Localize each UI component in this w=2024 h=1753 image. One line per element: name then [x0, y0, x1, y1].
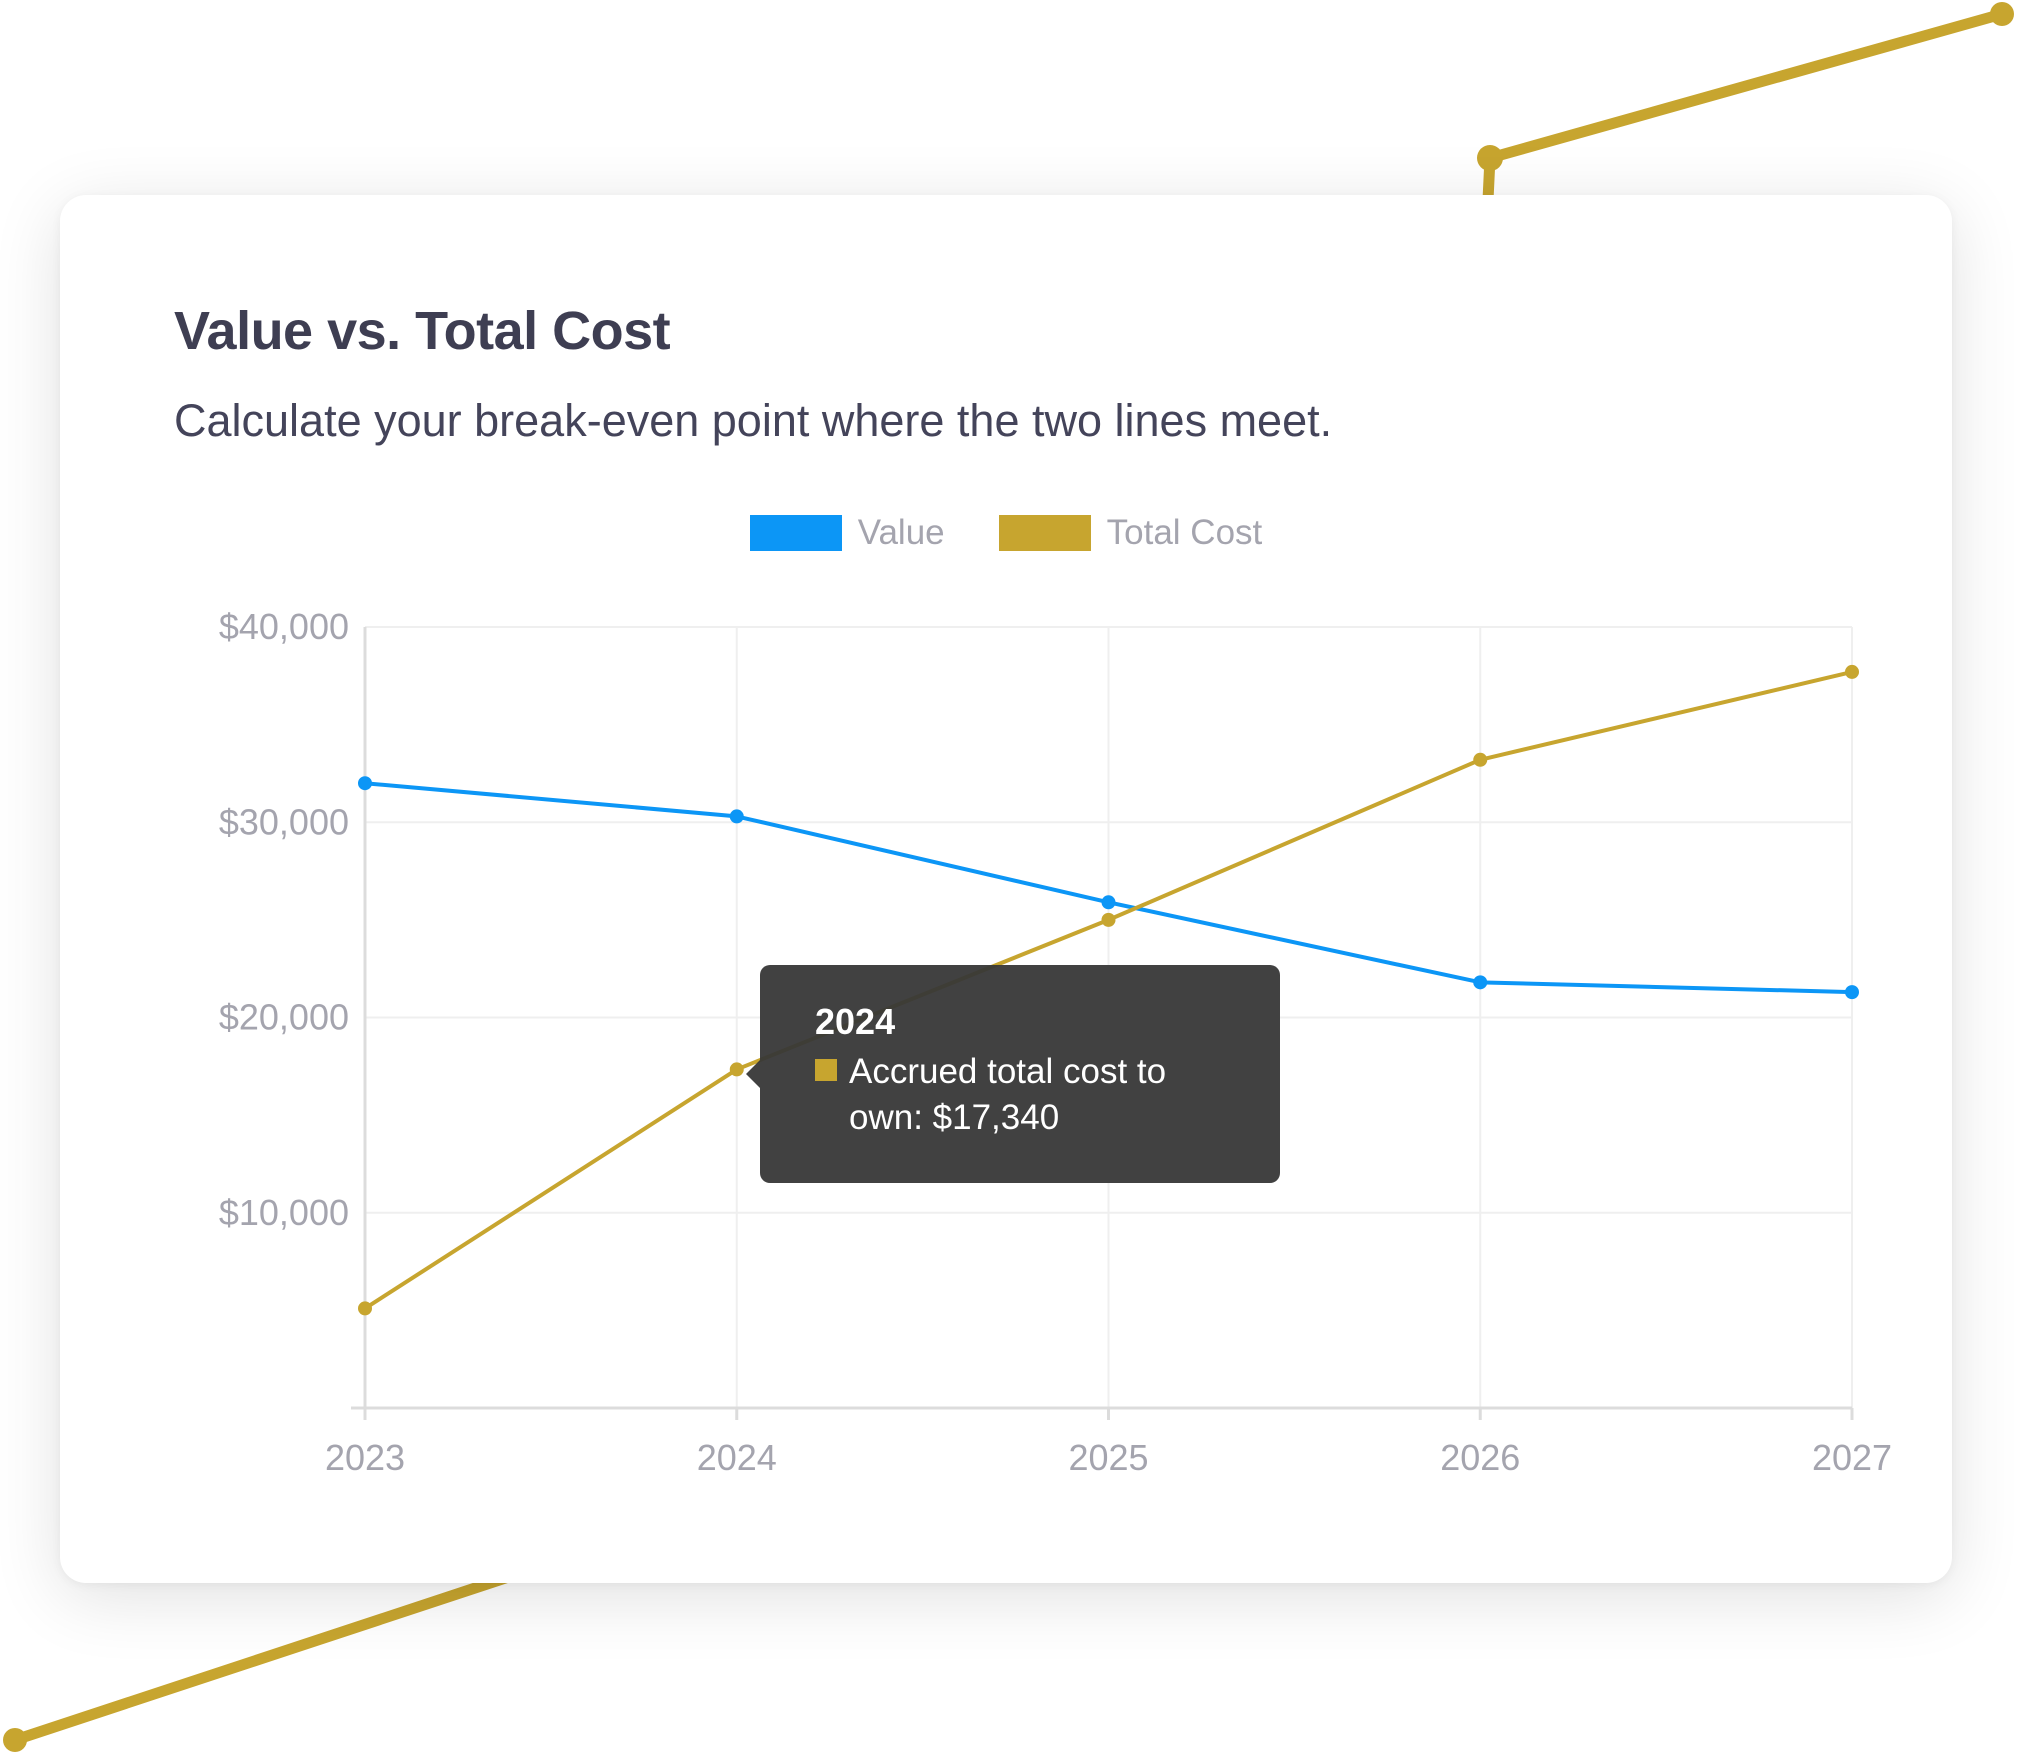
legend-label-value: Value	[857, 513, 945, 552]
y-tick-label: $20,000	[219, 997, 349, 1038]
data-point-total-cost	[1845, 664, 1859, 679]
tooltip-label: Accrued total cost to own: $17,340	[849, 1052, 1167, 1137]
data-point-value	[1101, 895, 1116, 910]
data-point-value	[729, 809, 744, 824]
tooltip-swatch	[815, 1059, 837, 1081]
chart-card: Value vs. Total Cost Calculate your brea…	[60, 195, 1952, 1583]
data-point-total-cost	[1101, 912, 1116, 927]
y-tick-label: $30,000	[219, 801, 349, 842]
y-tick-label: $10,000	[219, 1192, 349, 1233]
line-chart: $10,000 $20,000 $30,000 $40,000 2023 2024 2025…	[219, 606, 1892, 1478]
tooltip-title: 2024	[815, 1001, 896, 1042]
x-tick-label: 2026	[1440, 1437, 1520, 1478]
x-tick-label: 2027	[1812, 1437, 1892, 1478]
data-point-value	[358, 776, 372, 791]
legend-swatch-total-cost	[998, 515, 1091, 551]
chart-subtitle: Calculate your break-even point where th…	[174, 395, 1333, 446]
data-point-value	[1473, 975, 1488, 990]
x-tick-label: 2023	[325, 1437, 405, 1478]
chart-tooltip: 2024 Accrued total cost to own: $17,340	[746, 965, 1280, 1183]
chart-title: Value vs. Total Cost	[174, 301, 671, 361]
legend-label-total-cost: Total Cost	[1106, 513, 1263, 552]
data-point-value	[1845, 985, 1859, 1000]
legend-swatch-value	[749, 515, 842, 551]
legend-item-total-cost[interactable]: Total Cost	[998, 513, 1263, 553]
y-tick-label: $40,000	[219, 606, 349, 647]
data-point-total-cost	[1473, 752, 1488, 767]
x-tick-label: 2024	[697, 1437, 777, 1478]
chart-legend: Value Total Cost	[60, 513, 1952, 553]
data-point-total-cost	[358, 1301, 372, 1316]
legend-item-value[interactable]: Value	[749, 513, 945, 553]
data-point-total-cost	[729, 1062, 744, 1077]
x-tick-label: 2025	[1068, 1437, 1148, 1478]
